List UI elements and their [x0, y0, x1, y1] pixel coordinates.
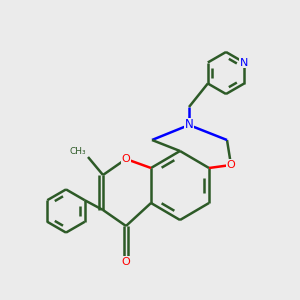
Text: O: O — [226, 160, 236, 170]
Text: N: N — [240, 58, 248, 68]
Text: N: N — [184, 118, 194, 131]
Text: O: O — [122, 257, 130, 267]
Text: O: O — [122, 154, 130, 164]
Text: CH₃: CH₃ — [70, 146, 86, 155]
